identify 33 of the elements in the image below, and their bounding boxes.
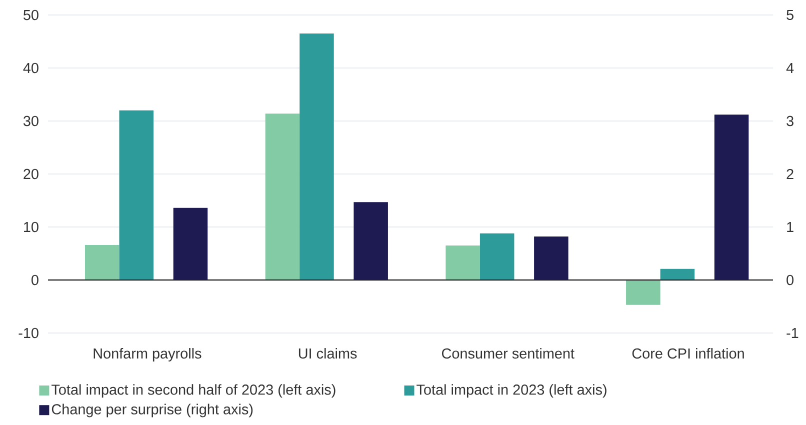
y2-tick-label: 5 <box>786 10 794 20</box>
y-tick-label: 20 <box>24 168 38 180</box>
legend-label: Change per surprise (right axis) <box>52 404 253 418</box>
bar <box>714 114 749 280</box>
y2-tick-label: 1 <box>787 222 794 232</box>
bar <box>446 246 480 280</box>
bar <box>534 236 568 280</box>
y-tick-label: 10 <box>24 222 38 232</box>
bar <box>354 202 388 280</box>
bar <box>300 34 334 280</box>
bar <box>119 110 154 280</box>
x-tick-label: UI claims <box>298 348 357 359</box>
y-tick-label: 40 <box>23 62 38 74</box>
y-tick-label: 50 <box>24 10 38 20</box>
bar <box>84 245 120 280</box>
y2-tick-label: 0 <box>786 274 794 286</box>
x-tick-label: Consumer sentiment <box>442 348 574 359</box>
x-tick-label: Nonfarm payrolls <box>94 348 202 362</box>
bar <box>173 208 208 280</box>
y2-tick-label: 3 <box>786 116 794 126</box>
legend-label: Total impact in second half of 2023 (left axis) <box>52 384 336 398</box>
y-tick-label: -10 <box>18 328 38 338</box>
y-tick-label: 0 <box>32 274 38 286</box>
y-tick-label: 30 <box>23 116 38 126</box>
bar <box>480 233 514 280</box>
legend-label: Total impact in 2023 (left axis) <box>416 384 606 398</box>
y2-tick-label: 2 <box>786 168 794 180</box>
y2-tick-label: 4 <box>786 63 794 73</box>
bar <box>660 268 695 280</box>
bar <box>265 114 300 280</box>
y2-tick-label: -1 <box>786 328 798 338</box>
bar <box>626 280 660 305</box>
x-tick-label: Core CPI inflation <box>632 348 744 359</box>
